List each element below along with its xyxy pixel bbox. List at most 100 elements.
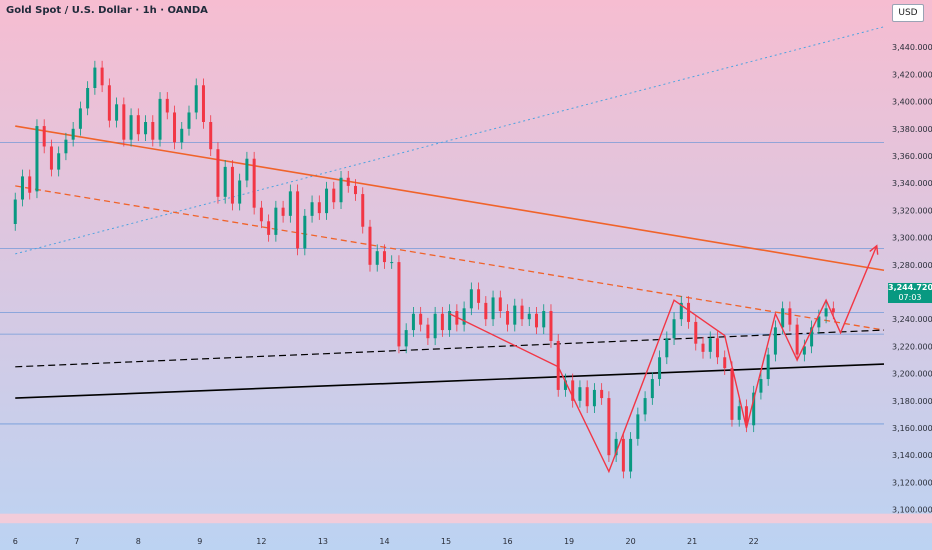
candle-body	[715, 338, 719, 358]
candle-body	[382, 251, 386, 263]
candle-body	[737, 406, 741, 420]
zone-band-layer	[0, 513, 932, 524]
candle-body	[520, 305, 524, 320]
candle-body	[144, 122, 148, 135]
candle-body	[752, 392, 756, 426]
candle-body	[621, 438, 625, 472]
candle-body	[296, 191, 300, 249]
current-price-badge: 3,244.720 07:03	[888, 283, 932, 303]
candle-body	[694, 321, 698, 344]
y-tick-label: 3,360.000	[892, 152, 932, 161]
candle-body	[238, 180, 242, 204]
currency-button[interactable]: USD	[892, 4, 924, 22]
x-tick-label: 14	[379, 537, 389, 546]
candle-body	[281, 207, 285, 216]
y-tick-label: 3,280.000	[892, 261, 932, 270]
candle-body	[173, 112, 177, 143]
candle-body	[71, 128, 75, 140]
candle-body	[600, 389, 604, 399]
candle-body	[585, 387, 589, 407]
candle-body	[339, 177, 343, 203]
candle-body	[310, 202, 314, 216]
candle-body	[129, 115, 133, 140]
candle-body	[643, 398, 647, 415]
x-tick-label: 20	[626, 537, 636, 546]
candle-body	[542, 311, 546, 328]
candle-body	[766, 354, 770, 380]
candle-body	[35, 126, 39, 192]
candle-body	[28, 176, 32, 193]
candle-body	[440, 313, 444, 331]
candle-body	[665, 338, 669, 358]
x-tick-label: 12	[256, 537, 266, 546]
candle-body	[194, 85, 198, 113]
candle-body	[687, 302, 691, 322]
projection-path	[449, 245, 878, 474]
candle-body	[708, 338, 712, 352]
candle-body	[781, 308, 785, 328]
candle-body	[78, 108, 82, 129]
candle-body	[491, 297, 495, 320]
symbol-title: Gold Spot / U.S. Dollar · 1h · OANDA	[6, 5, 208, 16]
orange-resistance-line	[15, 125, 885, 272]
candle-body	[506, 311, 510, 325]
candle-body	[216, 149, 220, 197]
x-tick-label: 8	[136, 537, 141, 546]
candle-body	[484, 302, 488, 320]
candle-body	[817, 316, 821, 328]
candle-body	[86, 88, 90, 109]
candle-body	[795, 324, 799, 355]
black-support-line	[15, 363, 885, 399]
candle-body	[100, 67, 104, 86]
candle-body	[607, 398, 611, 456]
candle-body	[49, 146, 53, 170]
candle-body	[259, 207, 263, 222]
candle-body	[368, 226, 372, 265]
zone-band	[0, 513, 932, 524]
candle-body	[223, 166, 227, 197]
x-tick-label: 21	[687, 537, 697, 546]
candle-body	[636, 414, 640, 439]
candle-body	[354, 185, 358, 195]
candle-body	[375, 251, 379, 265]
candle-body	[679, 302, 683, 320]
y-tick-label: 3,100.000	[892, 506, 932, 515]
candle-body	[773, 327, 777, 355]
candle-body	[788, 308, 792, 325]
candle-body	[201, 85, 205, 122]
candle-body	[730, 368, 734, 420]
candle-body	[13, 199, 17, 224]
candle-body	[267, 221, 271, 235]
candle-body	[810, 327, 814, 347]
candle-body	[759, 379, 763, 393]
candle-body	[469, 289, 473, 309]
candle-body	[549, 311, 553, 341]
time-axis[interactable]: 6 7 8 9 12 13 14 15 16 19 20 21 22	[13, 537, 759, 546]
x-tick-label: 7	[74, 537, 79, 546]
y-tick-label: 3,440.000	[892, 43, 932, 52]
candle-body	[571, 380, 575, 401]
candle-body	[332, 188, 336, 203]
candles-layer	[13, 60, 835, 479]
y-tick-label: 3,200.000	[892, 370, 932, 379]
candle-body	[614, 438, 618, 456]
candle-body	[658, 357, 662, 380]
candle-body	[397, 262, 401, 347]
candle-body	[534, 313, 538, 328]
candle-body	[158, 98, 162, 140]
orange-dashed-line	[15, 185, 885, 331]
x-tick-label: 19	[564, 537, 574, 546]
candle-body	[288, 191, 292, 216]
candle-body	[426, 324, 430, 339]
y-tick-label: 3,300.000	[892, 234, 932, 243]
y-tick-label: 3,340.000	[892, 179, 932, 188]
candle-body	[802, 346, 806, 355]
candle-body	[498, 297, 502, 312]
pattern-path-layer	[449, 244, 879, 474]
candle-body	[462, 308, 466, 325]
candle-body	[723, 357, 727, 369]
y-tick-label: 3,180.000	[892, 397, 932, 406]
